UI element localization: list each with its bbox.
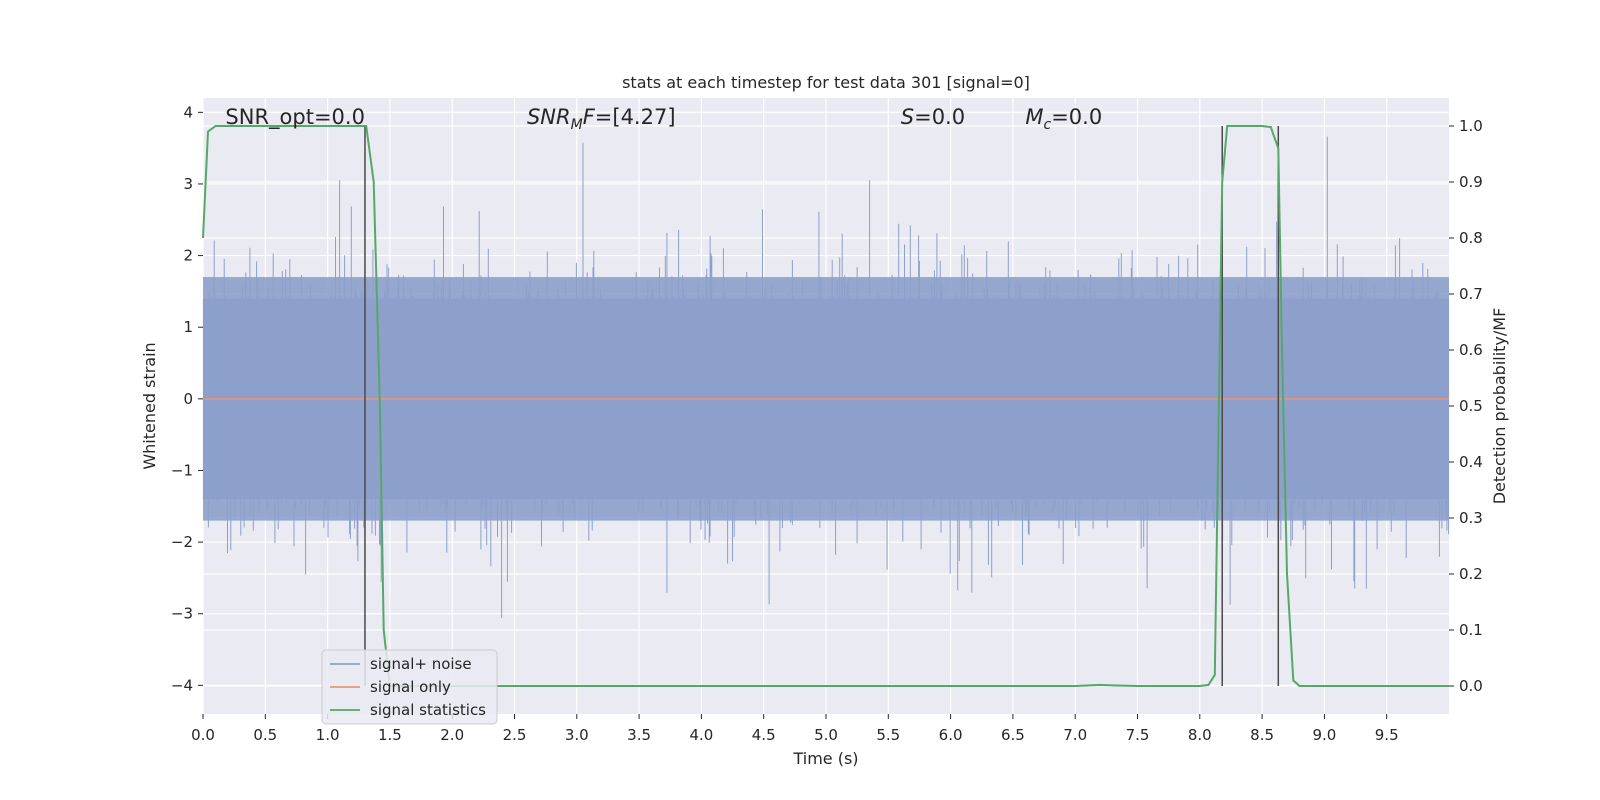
y-right-tick-label-10: 1.0 (1459, 117, 1483, 135)
legend-label-1: signal only (370, 678, 451, 696)
y-right-tick-label-4: 0.4 (1459, 453, 1483, 471)
stat-annotations: SNR_opt=0.0 SNRMF=[4.27] S=0.0 Mc=0.0 (225, 105, 1102, 133)
chart-title: stats at each timestep for test data 301… (622, 73, 1030, 92)
x-tick-label-1: 0.5 (253, 726, 277, 744)
x-tick-label-0: 0.0 (191, 726, 215, 744)
y-left-tick-label-5: 1 (183, 318, 193, 336)
legend-label-2: signal statistics (370, 701, 486, 719)
x-tick-label-18: 9.0 (1312, 726, 1336, 744)
y-right-tick-label-9: 0.9 (1459, 173, 1483, 191)
x-tick-label-11: 5.5 (876, 726, 900, 744)
x-tick-label-16: 8.0 (1188, 726, 1212, 744)
y-left-tick-label-0: −4 (171, 676, 193, 694)
legend: signal+ noise signal only signal statistic… (321, 649, 498, 725)
y-left-tick-label-3: −1 (171, 461, 193, 479)
y-axis-right-ticks: 0.0 0.1 0.2 0.3 0.4 0.5 0.6 0.7 0.8 0.9 1.0 (1449, 117, 1483, 695)
x-tick-label-9: 4.5 (752, 726, 776, 744)
y-left-tick-label-6: 2 (183, 247, 193, 265)
x-tick-label-2: 1.0 (316, 726, 340, 744)
y-left-tick-label-1: −3 (171, 605, 193, 623)
x-tick-label-10: 5.0 (814, 726, 838, 744)
legend-box (321, 649, 498, 725)
x-tick-label-15: 7.5 (1126, 726, 1150, 744)
legend-label-0: signal+ noise (370, 655, 472, 673)
signal-statistics-series (202, 125, 1449, 687)
x-tick-label-6: 3.0 (565, 726, 589, 744)
y-left-tick-label-4: 0 (183, 390, 193, 408)
y-right-tick-label-1: 0.1 (1459, 621, 1483, 639)
y-right-tick-label-7: 0.7 (1459, 285, 1483, 303)
y-right-tick-label-3: 0.3 (1459, 509, 1483, 527)
x-tick-label-17: 8.5 (1250, 726, 1274, 744)
x-tick-label-14: 7.0 (1063, 726, 1087, 744)
y-left-tick-label-2: −2 (171, 533, 193, 551)
x-tick-label-12: 6.0 (939, 726, 963, 744)
x-tick-label-3: 1.5 (378, 726, 402, 744)
y-right-tick-label-5: 0.5 (1459, 397, 1483, 415)
x-axis-label: Time (s) (792, 749, 858, 768)
y-left-tick-label-7: 3 (183, 175, 193, 193)
annotation-0: SNR_opt=0.0 (225, 105, 365, 130)
y-right-tick-label-0: 0.0 (1459, 677, 1483, 695)
x-tick-label-13: 6.5 (1001, 726, 1025, 744)
y-axis-left-label: Whitened strain (140, 342, 159, 469)
y-right-tick-label-8: 0.8 (1459, 229, 1483, 247)
y-right-tick-label-2: 0.2 (1459, 565, 1483, 583)
x-tick-label-5: 2.5 (503, 726, 527, 744)
annotation-1: SNRMF=[4.27] (527, 105, 676, 133)
y-right-tick-label-6: 0.6 (1459, 341, 1483, 359)
x-tick-label-4: 2.0 (440, 726, 464, 744)
y-axis-left-ticks: −4 −3 −2 −1 0 1 2 3 4 (171, 103, 203, 694)
annotation-2: S=0.0 (901, 105, 965, 129)
y-axis-right-label: Detection probability/MF (1490, 308, 1509, 505)
x-tick-label-19: 9.5 (1375, 726, 1399, 744)
annotation-3: Mc=0.0 (1025, 105, 1102, 133)
y-left-tick-label-8: 4 (183, 103, 193, 121)
x-axis-ticks: 0.0 0.5 1.0 1.5 2.0 2.5 3.0 3.5 4.0 4.5 5.0 5.5 6.0 6… (191, 714, 1399, 744)
x-tick-label-7: 3.5 (627, 726, 651, 744)
x-tick-label-8: 4.0 (689, 726, 713, 744)
